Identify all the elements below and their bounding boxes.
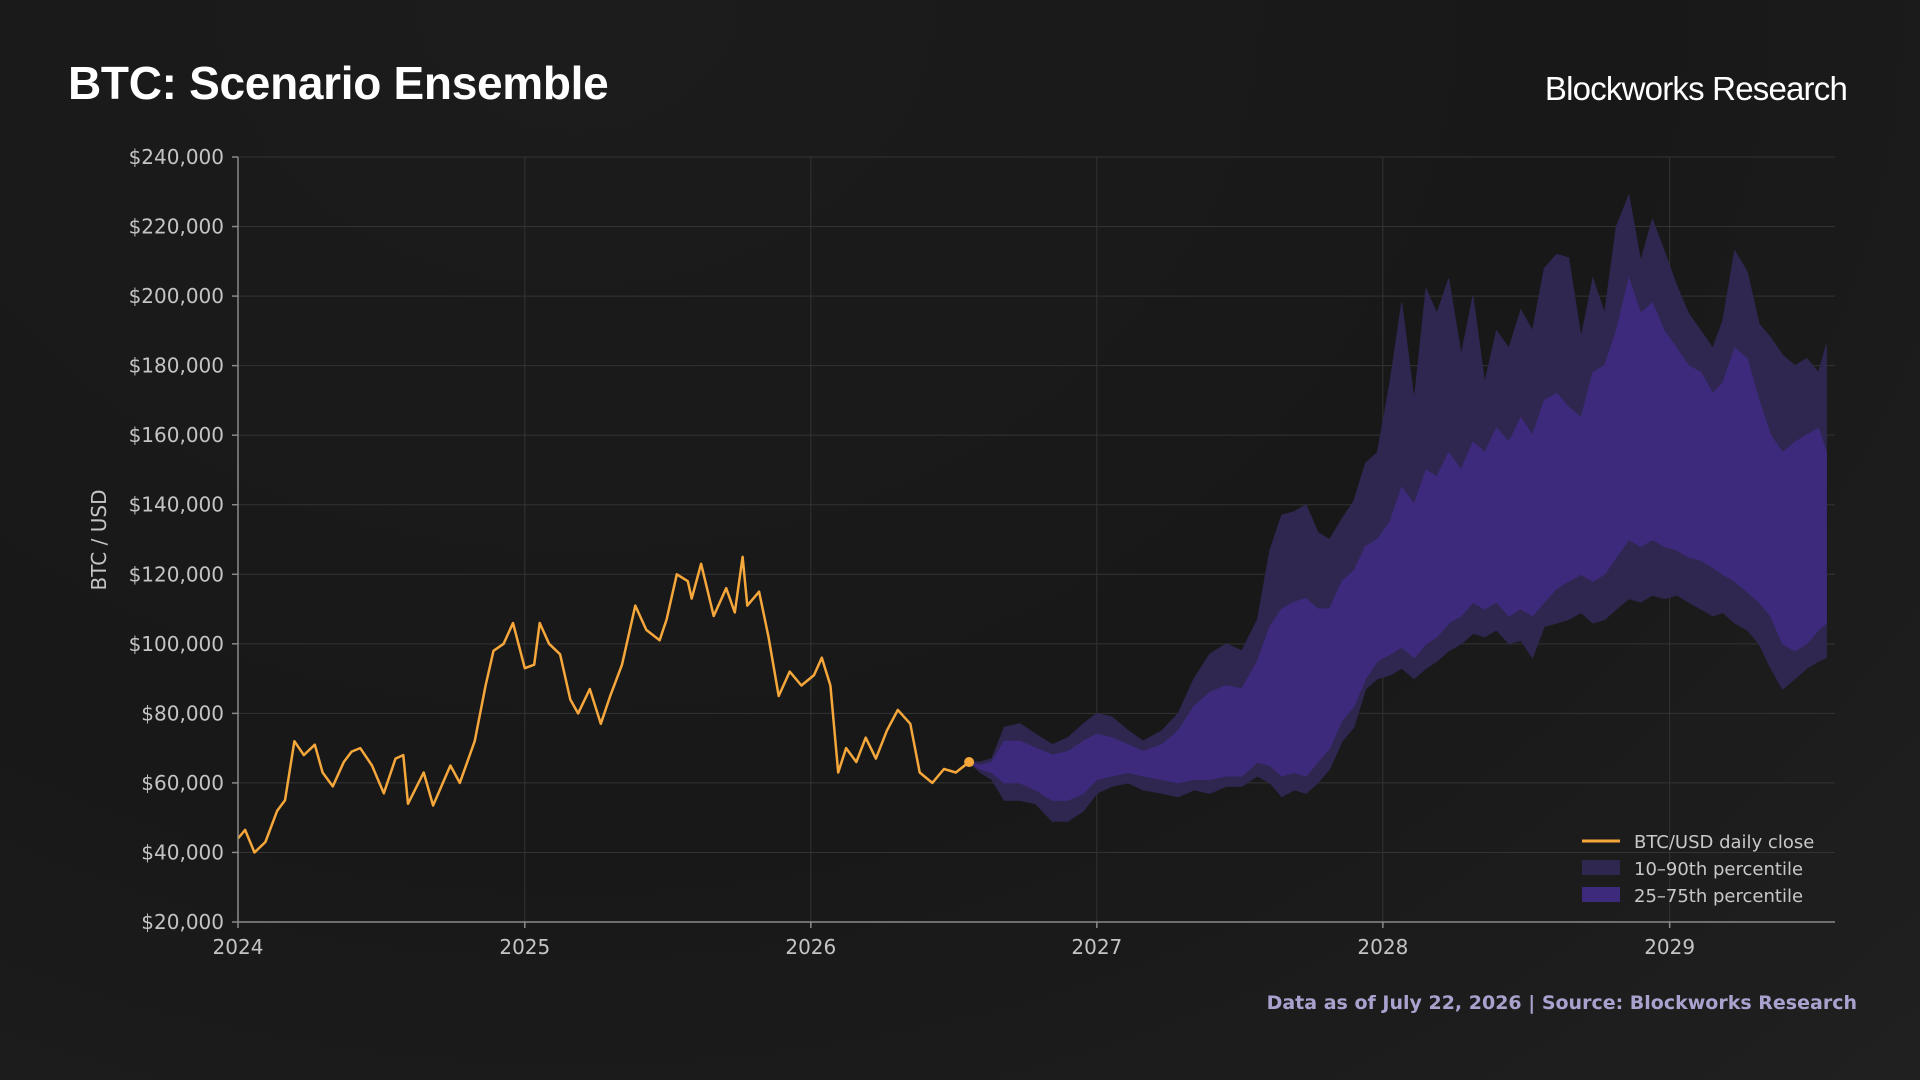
y-tick-label: $160,000 — [129, 423, 224, 447]
y-tick-label: $40,000 — [141, 840, 224, 864]
legend-swatch-inner-band — [1582, 887, 1620, 902]
x-tick-label: 2027 — [1071, 935, 1122, 959]
x-tick-label: 2026 — [785, 935, 836, 959]
legend-label-outer-band: 10–90th percentile — [1634, 859, 1803, 880]
legend-label-price: BTC/USD daily close — [1634, 832, 1814, 853]
x-tick-label: 2028 — [1357, 935, 1408, 959]
y-axis-label: BTC / USD — [87, 490, 111, 591]
y-tick-label: $200,000 — [129, 284, 224, 308]
y-tick-label: $240,000 — [129, 145, 224, 169]
legend-label-inner-band: 25–75th percentile — [1634, 886, 1803, 907]
axes — [237, 157, 1835, 923]
price-series — [237, 555, 975, 854]
y-tick-label: $20,000 — [141, 910, 224, 934]
legend-swatch-outer-band — [1582, 860, 1620, 875]
x-axis-ticks: 2024 2025 2026 2027 2028 2029 — [213, 922, 1695, 959]
y-tick-label: $60,000 — [141, 771, 224, 795]
y-tick-label: $120,000 — [129, 562, 224, 586]
y-tick-label: $100,000 — [129, 632, 224, 656]
y-tick-label: $140,000 — [129, 493, 224, 517]
brand-logo-text: Blockworks Research — [1544, 70, 1848, 107]
btc-daily-close-line — [237, 555, 970, 854]
legend: BTC/USD daily close 10–90th percentile 2… — [1582, 832, 1814, 907]
y-tick-label: $220,000 — [129, 215, 224, 239]
chart-title: BTC: Scenario Ensemble — [68, 57, 609, 109]
y-tick-label: $80,000 — [141, 701, 224, 725]
y-axis-ticks: $20,000 $40,000 $60,000 $80,000 $100,000 $120… — [129, 145, 238, 934]
band-25-75-percentile — [968, 276, 1827, 801]
x-tick-label: 2029 — [1644, 935, 1695, 959]
x-tick-label: 2024 — [213, 935, 264, 959]
source-footnote: Data as of July 22, 2026 | Source: Block… — [1266, 992, 1857, 1014]
percentile-bands — [967, 193, 1827, 822]
latest-price-marker — [964, 757, 975, 768]
x-tick-label: 2025 — [499, 935, 550, 959]
y-tick-label: $180,000 — [129, 354, 224, 378]
